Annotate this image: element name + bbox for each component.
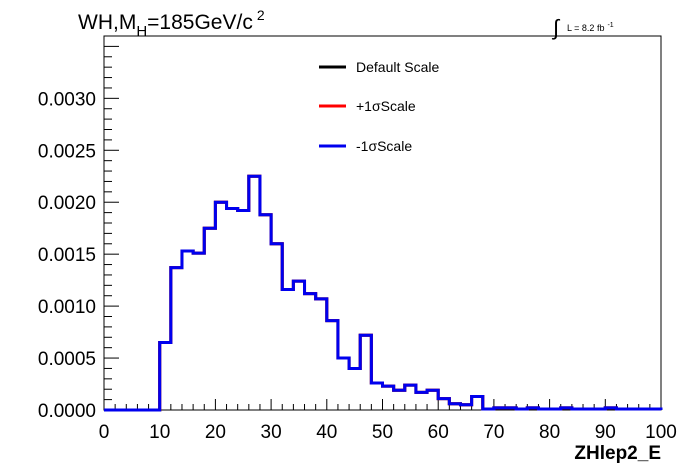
chart-title: WH,MH=185GeV/c 2 xyxy=(78,7,265,40)
series-line-1 xyxy=(104,174,663,412)
lumi-superscript: -1 xyxy=(607,22,613,29)
series-line-2 xyxy=(104,174,663,412)
legend: Default Scale +1σScale -1σScale xyxy=(319,59,439,154)
x-tick-label: 80 xyxy=(539,422,560,443)
x-tick-label: 90 xyxy=(595,422,616,443)
x-tick-label: 10 xyxy=(149,422,170,443)
y-tick-label: 0.0010 xyxy=(38,297,96,318)
x-tick-label: 60 xyxy=(428,422,449,443)
x-axis-label: ZHlep2_E xyxy=(574,443,661,464)
x-tick-label: 20 xyxy=(205,422,226,443)
x-tick-label: 40 xyxy=(316,422,337,443)
y-tick-label: 0.0015 xyxy=(38,245,96,266)
lumi-label: L = 8.2 fb -1 xyxy=(567,22,614,33)
y-tick-label: 0.0025 xyxy=(38,141,96,162)
y-tick-label: 0.0020 xyxy=(38,193,96,214)
x-tick-label: 50 xyxy=(372,422,393,443)
chart-title-superscript: 2 xyxy=(257,7,265,23)
x-tick-label: 70 xyxy=(483,422,504,443)
x-tick-label: 30 xyxy=(261,422,282,443)
y-tick-label: 0.0030 xyxy=(38,89,96,110)
chart-title-main: WH,M xyxy=(78,11,136,34)
x-axis: 0 10 20 30 40 50 60 70 80 90 100 xyxy=(99,399,677,443)
y-tick-label: 0.0000 xyxy=(38,401,96,422)
legend-label-plus1sigma: +1σScale xyxy=(356,98,416,114)
series-layer xyxy=(104,174,663,412)
legend-label-default: Default Scale xyxy=(356,59,439,75)
y-axis: 0.0000 0.0005 0.0010 0.0015 0.0020 0.0025 0.00… xyxy=(38,35,119,422)
lumi-text: L = 8.2 fb xyxy=(567,23,604,33)
chart-title-subscript: H xyxy=(136,23,147,40)
legend-label-minus1sigma: -1σScale xyxy=(356,138,412,154)
plot-frame xyxy=(103,35,662,411)
series-line-0 xyxy=(104,174,663,412)
chart-title-rest: =185GeV/c xyxy=(147,11,253,34)
x-tick-label: 0 xyxy=(99,422,110,443)
x-tick-label: 100 xyxy=(645,422,677,443)
integral-symbol: ∫ xyxy=(551,15,561,40)
y-tick-label: 0.0005 xyxy=(38,349,96,370)
